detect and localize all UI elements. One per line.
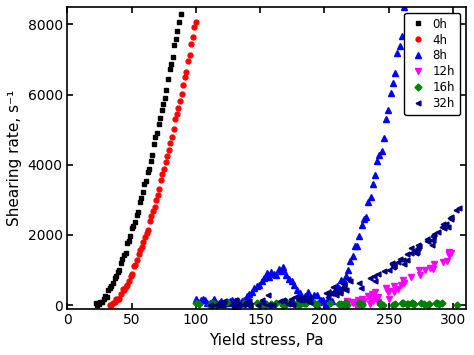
Line: 12h: 12h	[341, 248, 454, 308]
8h	[281, 267, 286, 272]
8h	[249, 290, 255, 294]
32h	[208, 303, 213, 307]
12h	[385, 290, 391, 294]
12h	[374, 295, 380, 299]
16h	[455, 302, 460, 307]
12h	[344, 299, 350, 304]
12h	[355, 303, 361, 307]
0h	[170, 54, 175, 59]
12h	[417, 273, 423, 277]
12h	[355, 298, 361, 302]
12h	[356, 299, 362, 303]
16h	[283, 300, 289, 305]
12h	[365, 294, 371, 298]
12h	[349, 300, 355, 305]
12h	[383, 286, 389, 290]
12h	[446, 250, 452, 254]
16h	[193, 301, 199, 305]
Line: 16h: 16h	[194, 300, 460, 307]
0h	[104, 294, 109, 299]
12h	[422, 268, 428, 273]
12h	[431, 262, 437, 266]
Line: 8h: 8h	[193, 4, 407, 309]
12h	[345, 300, 350, 304]
4h	[183, 70, 189, 74]
4h	[123, 285, 128, 289]
16h	[327, 301, 333, 305]
12h	[369, 293, 374, 297]
12h	[441, 260, 447, 264]
12h	[430, 267, 436, 271]
12h	[362, 299, 367, 304]
4h	[191, 25, 197, 29]
12h	[417, 268, 422, 272]
8h	[234, 304, 240, 308]
12h	[367, 296, 373, 301]
Line: 0h: 0h	[93, 12, 183, 307]
32h	[390, 264, 396, 269]
32h	[259, 298, 265, 302]
16h	[419, 301, 424, 305]
8h	[401, 5, 407, 9]
8h	[229, 297, 235, 302]
16h	[359, 303, 365, 307]
16h	[254, 301, 259, 305]
Line: 4h: 4h	[108, 19, 199, 307]
0h	[176, 20, 182, 24]
4h	[117, 297, 122, 301]
Line: 32h: 32h	[208, 205, 462, 307]
12h	[360, 297, 365, 301]
Y-axis label: Shearing rate, s⁻¹: Shearing rate, s⁻¹	[7, 90, 22, 226]
0h	[115, 270, 120, 274]
0h	[110, 280, 116, 285]
12h	[373, 296, 379, 300]
12h	[444, 259, 450, 263]
32h	[412, 248, 418, 252]
8h	[320, 298, 326, 302]
16h	[296, 302, 301, 306]
12h	[446, 253, 451, 257]
Legend: 0h, 4h, 8h, 12h, 16h, 32h: 0h, 4h, 8h, 12h, 16h, 32h	[404, 13, 460, 115]
12h	[448, 251, 454, 255]
12h	[408, 275, 414, 279]
12h	[400, 278, 406, 282]
12h	[386, 289, 392, 293]
12h	[428, 266, 433, 270]
12h	[391, 284, 396, 288]
0h	[126, 239, 132, 243]
4h	[193, 20, 199, 24]
12h	[354, 303, 359, 307]
32h	[456, 206, 462, 210]
12h	[395, 287, 401, 291]
0h	[178, 12, 183, 16]
4h	[139, 245, 145, 250]
12h	[373, 290, 378, 294]
16h	[263, 302, 269, 306]
8h	[276, 267, 282, 271]
0h	[93, 301, 99, 305]
8h	[193, 297, 199, 301]
8h	[352, 244, 358, 248]
12h	[398, 283, 404, 287]
4h	[107, 303, 113, 307]
12h	[343, 303, 348, 307]
X-axis label: Yield stress, Pa: Yield stress, Pa	[210, 333, 324, 348]
0h	[94, 303, 100, 307]
12h	[342, 303, 347, 307]
16h	[231, 301, 237, 306]
12h	[367, 302, 373, 306]
12h	[370, 299, 375, 304]
32h	[245, 303, 251, 307]
12h	[353, 303, 358, 307]
12h	[386, 297, 392, 301]
12h	[401, 281, 407, 285]
12h	[350, 301, 356, 305]
12h	[375, 299, 381, 304]
32h	[339, 286, 345, 290]
12h	[446, 251, 452, 255]
4h	[128, 274, 134, 279]
32h	[447, 215, 453, 220]
12h	[392, 289, 397, 294]
